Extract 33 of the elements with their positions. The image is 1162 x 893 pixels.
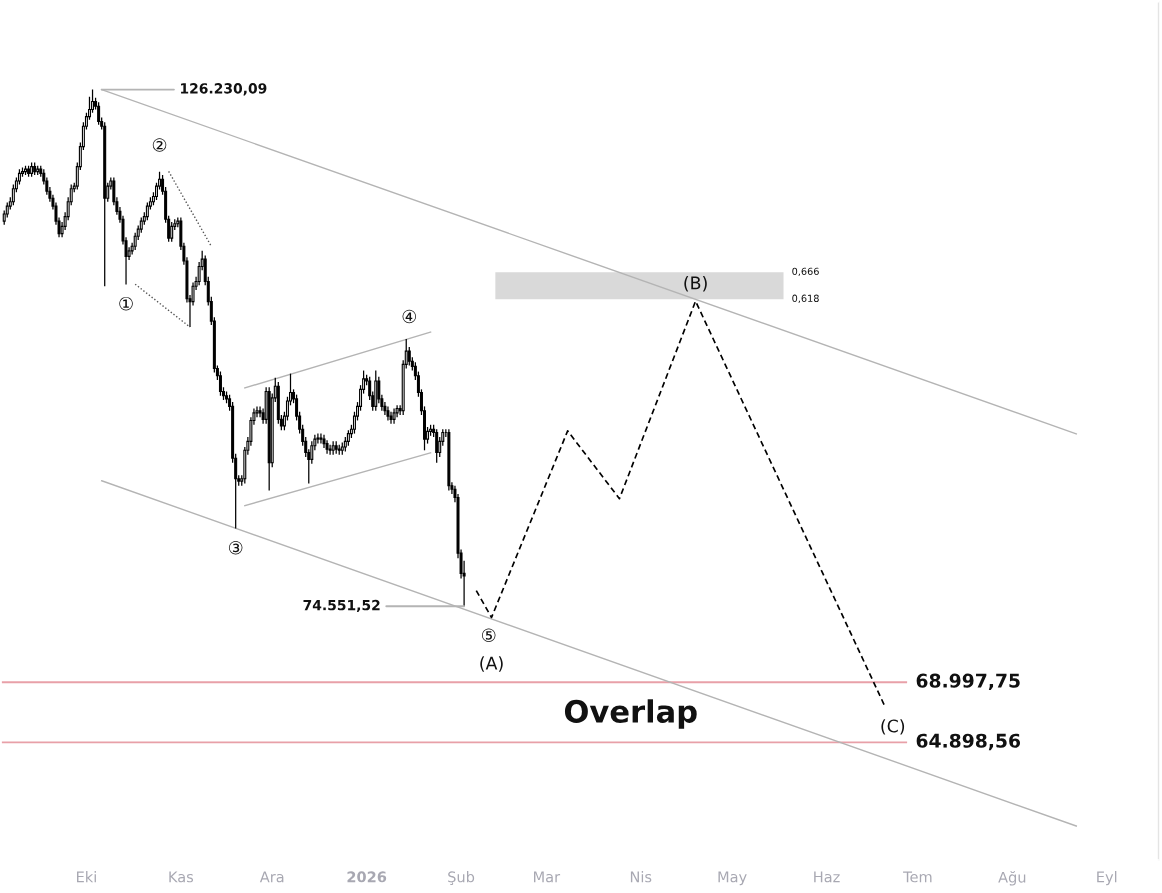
- x-tick-label: Ağu: [998, 871, 1026, 886]
- annotation: ④: [402, 309, 417, 324]
- x-tick-label: Nis: [630, 871, 652, 883]
- x-tick-label: Haz: [814, 871, 840, 883]
- x-tick-label: Eki: [77, 871, 96, 883]
- annotation: 126.230,09: [181, 83, 267, 96]
- x-tick-label: Mar: [534, 871, 561, 883]
- candlestick: [328, 444, 332, 456]
- annotation: ⑤: [481, 628, 496, 643]
- annotation: ②: [152, 138, 167, 152]
- candlestick: [407, 346, 411, 367]
- annotation: 0,666: [792, 267, 819, 277]
- candlestick: [319, 432, 323, 445]
- annotation: (C): [881, 719, 905, 735]
- x-tick-label: May: [718, 871, 747, 886]
- candlestick: [170, 221, 174, 243]
- ref-line-label: 68.997,75: [916, 673, 1020, 691]
- x-tick-label: Kas: [169, 871, 194, 883]
- annotation: (A): [480, 656, 503, 672]
- x-tick-label: Şub: [448, 871, 475, 885]
- x-tick-label: Ara: [259, 871, 284, 883]
- x-tick-label: Tem: [903, 871, 932, 883]
- candlestick: [97, 101, 101, 126]
- annotation: ①: [119, 296, 133, 311]
- annotation: 74.551,52: [303, 599, 380, 613]
- x-tick-label: Eyl: [1097, 871, 1117, 886]
- annotation: (B): [684, 276, 707, 292]
- x-tick-label: 2026: [347, 871, 387, 883]
- candlestick: [435, 428, 439, 464]
- ref-line-label: 64.898,56: [916, 733, 1021, 751]
- annotation: ③: [228, 541, 243, 555]
- annotation: 0,618: [792, 294, 819, 303]
- annotation: Overlap: [564, 699, 697, 729]
